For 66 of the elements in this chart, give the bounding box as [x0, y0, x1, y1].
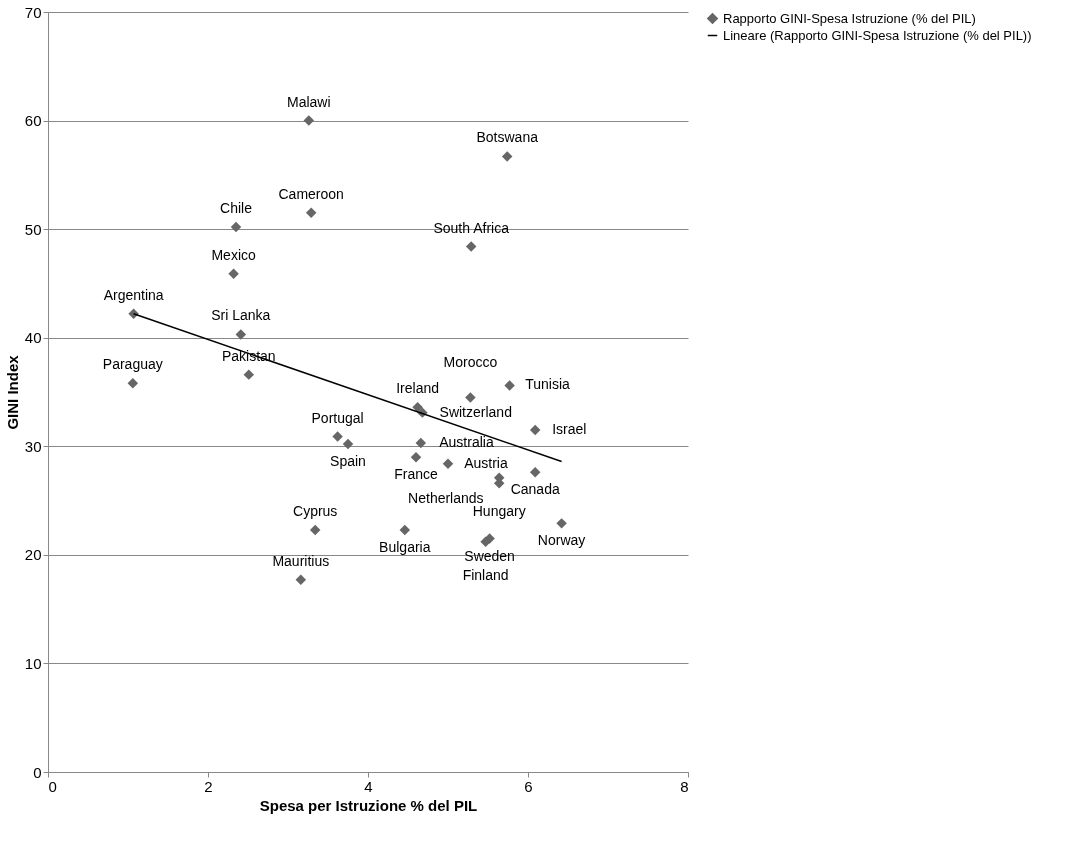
data-label: Bulgaria	[379, 538, 431, 555]
data-label: Cameroon	[278, 185, 344, 202]
y-tick-label: 20	[24, 546, 42, 564]
x-axis-title: Spesa per Istruzione % del PIL	[259, 796, 478, 814]
x-tick-label: 4	[364, 777, 373, 795]
data-label: Sri Lanka	[211, 307, 271, 324]
point	[342, 438, 354, 450]
data-label: Paraguay	[102, 356, 163, 373]
point	[529, 424, 541, 436]
data-label: Israel	[552, 421, 587, 437]
data-label: Sweden	[464, 547, 515, 564]
point	[465, 241, 477, 252]
y-tick-label: 0	[33, 763, 42, 781]
data-label: Switzerland	[439, 403, 512, 420]
x-tick-label: 0	[48, 777, 57, 795]
point	[243, 369, 255, 380]
data-label: Norway	[537, 532, 586, 549]
legend-label: Lineare (Rapporto GINI-Spesa Istruzione (% del PIL))	[723, 27, 1032, 43]
point	[235, 329, 247, 340]
point	[529, 467, 541, 478]
legend-label: Rapporto GINI-Spesa Istruzione (% del PIL)	[723, 10, 976, 26]
point	[465, 392, 476, 403]
y-tick-label: 50	[24, 220, 42, 238]
data-label: Finland	[462, 566, 509, 583]
data-label: South Africa	[433, 219, 510, 236]
point	[480, 536, 491, 548]
data-label: Botswana	[476, 129, 539, 146]
data-label: Austria	[464, 454, 508, 471]
point	[556, 518, 567, 529]
data-label: Canada	[510, 481, 560, 498]
y-tick-label: 60	[24, 112, 42, 130]
point	[415, 437, 427, 449]
data-label: Tunisia	[525, 376, 571, 393]
data-label: Argentina	[103, 286, 164, 303]
data-label: Malawi	[287, 93, 331, 110]
data-label: Spain	[330, 453, 366, 470]
x-tick-label: 2	[204, 777, 213, 795]
x-tick-label: 6	[524, 777, 533, 795]
data-label: Mexico	[211, 246, 256, 263]
y-tick-label: 40	[24, 329, 42, 347]
data-label: France	[394, 466, 438, 483]
point	[410, 451, 422, 463]
point	[504, 380, 515, 391]
point	[309, 524, 321, 536]
y-tick-label: 10	[24, 654, 42, 672]
point	[501, 151, 513, 162]
y-tick-label: 30	[24, 437, 42, 455]
point	[295, 574, 307, 586]
data-label: Morocco	[443, 354, 498, 371]
data-label: Mauritius	[272, 552, 330, 569]
point	[442, 458, 454, 469]
y-axis-title: GINI Index	[3, 354, 21, 430]
point	[305, 207, 317, 219]
x-tick-label: 8	[680, 777, 689, 795]
data-label: Chile	[220, 199, 253, 216]
data-label: Australia	[439, 434, 494, 451]
point	[399, 524, 411, 536]
data-label: Cyprus	[293, 502, 338, 519]
point	[230, 221, 242, 233]
point	[127, 378, 139, 389]
point	[332, 431, 343, 442]
point	[228, 268, 239, 279]
data-label: Ireland	[396, 380, 440, 397]
data-label: Portugal	[311, 409, 364, 426]
point	[303, 115, 315, 126]
y-tick-label: 70	[24, 3, 42, 21]
